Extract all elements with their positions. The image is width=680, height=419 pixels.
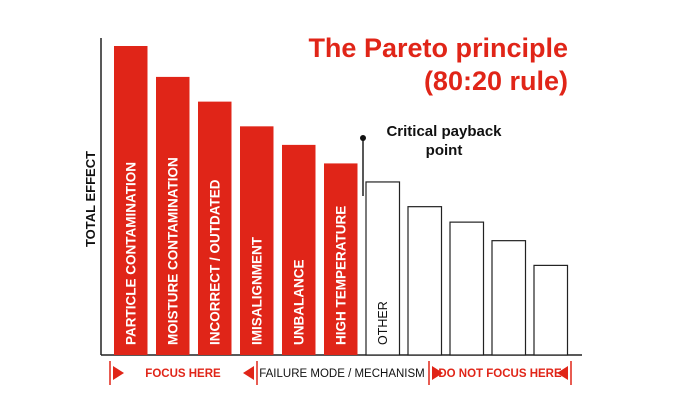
bar-label: IMISALIGNMENT <box>249 236 264 345</box>
legend-left-arrow-icon <box>113 366 124 380</box>
bar-focus <box>240 126 274 355</box>
bar-focus <box>114 46 148 355</box>
bar-label: OTHER <box>376 301 390 345</box>
legend-right-arrow-icon <box>432 366 443 380</box>
chart-title-line1: The Pareto principle <box>308 33 568 63</box>
critical-payback-line1: Critical payback <box>386 123 502 140</box>
bar-other <box>365 181 401 356</box>
critical-payback-annotation: Critical payback point <box>364 122 524 160</box>
bar-focus <box>324 163 358 355</box>
bar-focus <box>198 101 232 356</box>
bar-label: HIGH TEMPERATURE <box>333 206 348 345</box>
x-axis-label: FAILURE MODE / MECHANISM <box>259 368 425 380</box>
legend-left-arrow-icon <box>243 366 254 380</box>
chart-title: The Pareto principle (80:20 rule) <box>308 32 568 98</box>
legend-focus-here: FOCUS HERE <box>145 368 221 380</box>
bar-other <box>491 240 527 356</box>
bar-focus <box>156 76 190 356</box>
critical-payback-line2: point <box>425 142 463 159</box>
legend-do-not-focus-here: DO NOT FOCUS HERE <box>438 368 562 380</box>
bar-other <box>407 206 443 356</box>
bar-label: INCORRECT / OUTDATED <box>207 179 222 345</box>
critical-payback-dot <box>360 135 366 141</box>
bar-other <box>449 221 485 356</box>
bar-focus <box>282 144 316 355</box>
bar-label: MOISTURE CONTAMINATION <box>165 157 180 345</box>
bar-label: UNBALANCE <box>291 260 306 346</box>
bar-other <box>533 264 569 356</box>
legend-right-arrow-icon <box>557 366 568 380</box>
chart-title-line2: (80:20 rule) <box>423 66 568 96</box>
bar-label: PARTICLE CONTAMINATION <box>123 162 138 345</box>
